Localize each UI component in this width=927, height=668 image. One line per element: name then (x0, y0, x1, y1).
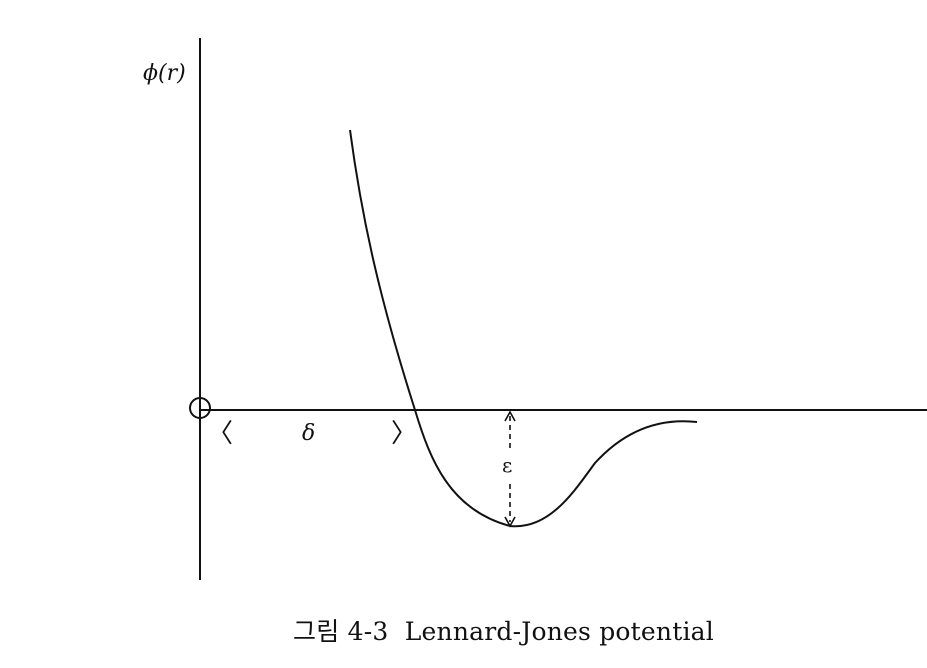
caption-number: 그림 4-3 (293, 617, 389, 646)
y-axis-label: ϕ(r) (143, 61, 186, 86)
epsilon-arrowhead-down (504, 516, 516, 528)
origin-marker (189, 397, 211, 419)
sigma-label: δ (302, 421, 315, 446)
left-bracket: 〈 (207, 419, 233, 449)
epsilon-depth-arrow (504, 410, 516, 528)
epsilon-arrowhead-up (504, 410, 516, 422)
figure-caption: 그림 4-3 Lennard-Jones potential (0, 612, 927, 648)
caption-title: Lennard-Jones potential (404, 617, 714, 646)
right-bracket: 〉 (391, 419, 417, 449)
potential-curve (349, 129, 698, 528)
epsilon-label: ε (502, 453, 512, 477)
